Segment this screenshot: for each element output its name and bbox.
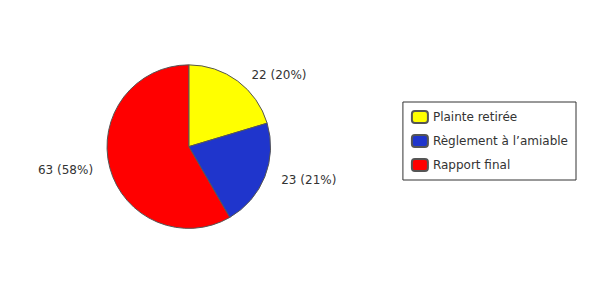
svg-text:Règlement à l’amiable: Règlement à l’amiable	[433, 134, 568, 148]
svg-text:63 (58%): 63 (58%)	[38, 163, 93, 177]
svg-text:22 (20%): 22 (20%)	[251, 68, 306, 82]
svg-text:Rapport final: Rapport final	[433, 158, 510, 172]
svg-text:Plainte retirée: Plainte retirée	[433, 110, 517, 124]
svg-text:23 (21%): 23 (21%)	[281, 173, 336, 187]
